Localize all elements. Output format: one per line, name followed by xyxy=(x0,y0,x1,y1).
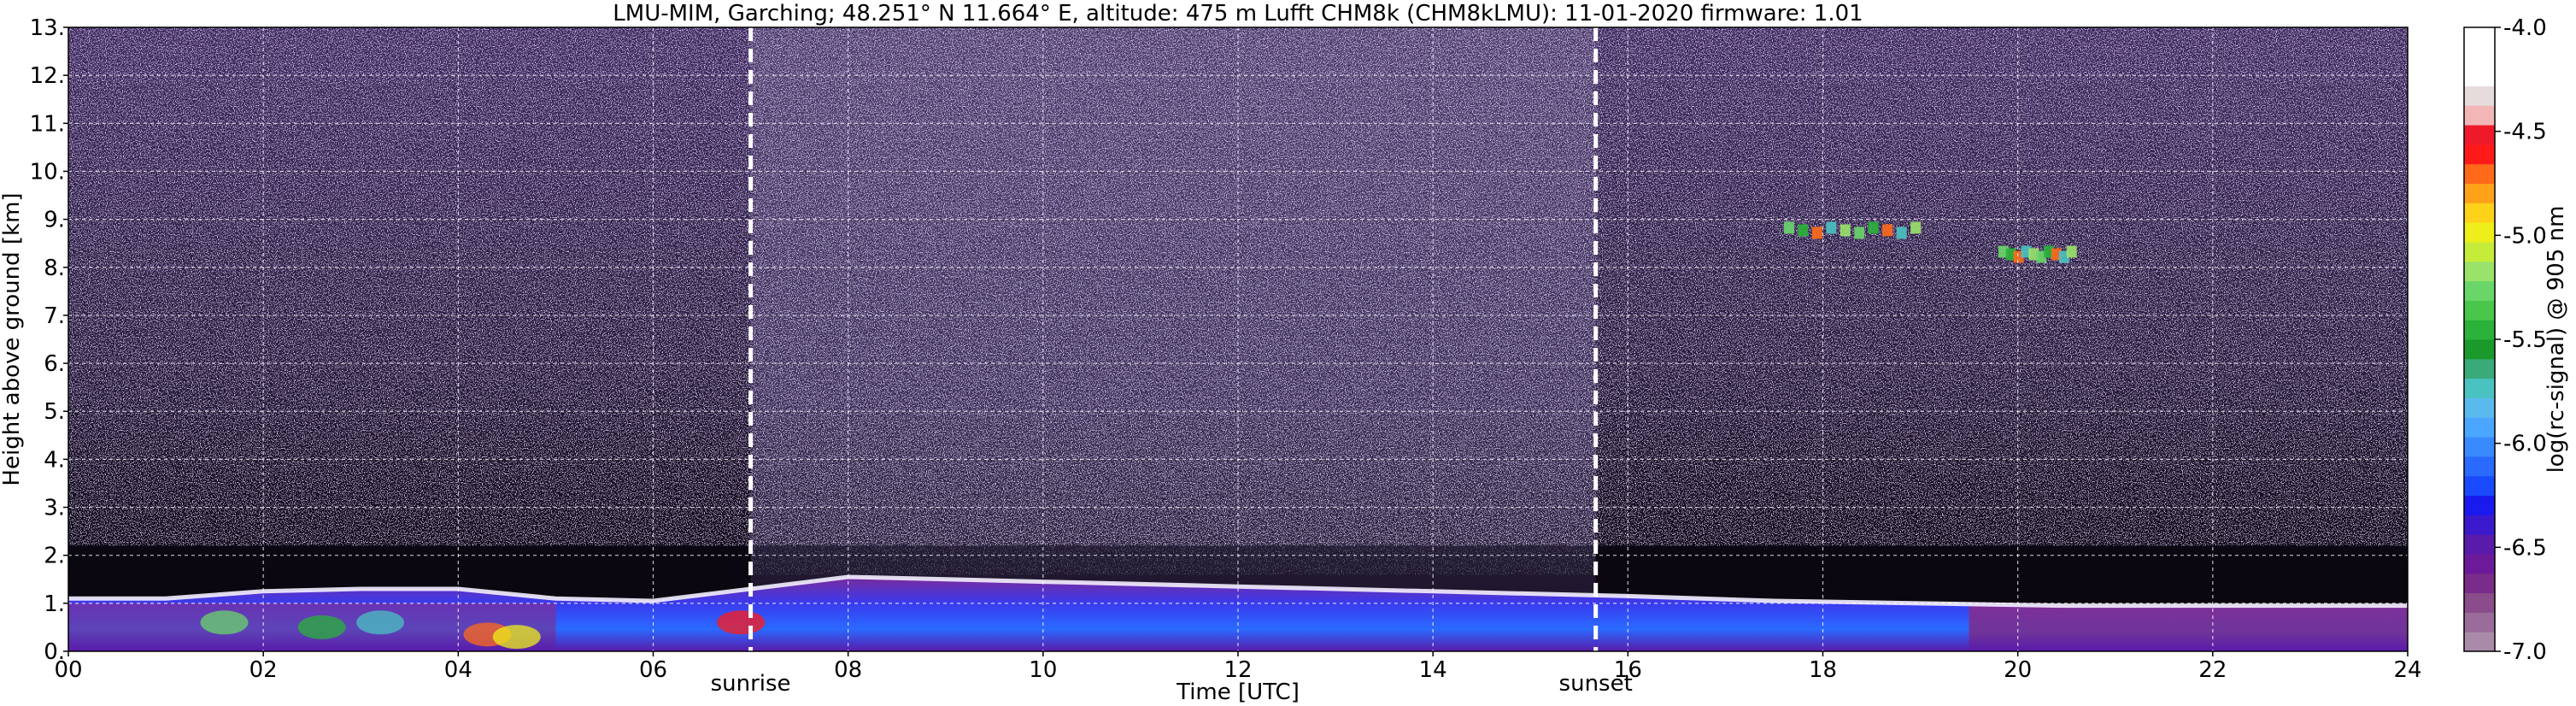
event-label-sunset: sunset xyxy=(1559,671,1633,697)
aerosol-patch xyxy=(717,610,766,635)
aerosol-patch xyxy=(492,625,541,650)
colorbar-segment xyxy=(2464,300,2495,321)
y-tick-label: 5. xyxy=(44,399,65,425)
colorbar-tick-label: -4.0 xyxy=(2503,15,2547,41)
colorbar-tick-label: -4.5 xyxy=(2503,120,2547,145)
colorbar-segment xyxy=(2464,417,2495,438)
x-tick-label: 06 xyxy=(639,657,667,683)
aerosol-patch xyxy=(297,615,346,639)
boundary-layer-fill xyxy=(68,576,2408,651)
colorbar-segment xyxy=(2464,46,2495,68)
colorbar-segment xyxy=(2464,632,2495,652)
x-tick-label: 10 xyxy=(1029,657,1057,683)
x-tick-labels: 00 02 04 06 08 10 12 14 16 18 20 22 24 xyxy=(54,651,2422,683)
colorbar-segment xyxy=(2464,378,2495,398)
colorbar-tick-labels: -7.0 -6.5 -6.0 -5.5 -5.0 -4.5 -4.0 xyxy=(2495,15,2547,665)
colorbar-segment xyxy=(2464,437,2495,457)
event-label-sunrise: sunrise xyxy=(711,671,791,697)
colorbar-segment xyxy=(2464,27,2495,48)
colorbar-segment xyxy=(2464,456,2495,477)
colorbar-segment xyxy=(2464,183,2495,203)
aerosol-patch xyxy=(200,610,249,635)
y-tick-label: 1. xyxy=(44,591,65,617)
y-tick-label: 11. xyxy=(30,111,65,137)
x-tick-label: 20 xyxy=(2004,657,2032,683)
heatmap-noise-day xyxy=(750,27,1596,575)
x-tick-label: 16 xyxy=(1614,657,1642,683)
y-tick-label: 12. xyxy=(30,63,65,89)
colorbar-segment xyxy=(2464,495,2495,515)
colorbar-segment xyxy=(2464,85,2495,106)
colorbar-segment xyxy=(2464,320,2495,340)
colorbar xyxy=(2463,26,2496,652)
colorbar-segment xyxy=(2464,203,2495,223)
y-tick-label: 0. xyxy=(44,639,65,665)
colorbar-segment xyxy=(2464,397,2495,418)
y-tick-label: 2. xyxy=(44,544,65,569)
colorbar-segment xyxy=(2464,125,2495,145)
y-tick-label: 9. xyxy=(44,208,65,233)
x-tick-label: 18 xyxy=(1809,657,1837,683)
x-tick-label: 00 xyxy=(54,657,82,683)
boundary-layer-top xyxy=(68,574,2408,609)
colorbar-segment xyxy=(2464,515,2495,535)
y-tick-label: 7. xyxy=(44,303,65,329)
y-tick-label: 6. xyxy=(44,351,65,377)
colorbar-segment xyxy=(2464,339,2495,360)
x-tick-label: 14 xyxy=(1419,657,1447,683)
colorbar-segment xyxy=(2464,222,2495,243)
colorbar-tick-label: -5.5 xyxy=(2503,327,2547,353)
cloud-signal xyxy=(1783,221,1922,239)
colorbar-segment xyxy=(2464,163,2495,184)
grid-lines xyxy=(68,27,2408,651)
y-tick-label: 4. xyxy=(44,447,65,473)
colorbar-segment xyxy=(2464,358,2495,379)
colorbar-segment xyxy=(2464,534,2495,555)
colorbar-segment xyxy=(2464,612,2495,632)
aerosol-patch xyxy=(356,610,405,635)
colorbar-segment xyxy=(2464,144,2495,165)
x-tick-label: 12 xyxy=(1223,657,1252,683)
x-axis-label: Time [UTC] xyxy=(1176,680,1300,705)
cloud-signal xyxy=(1998,245,2077,263)
chart-title: LMU-MIM, Garching; 48.251° N 11.664° E, … xyxy=(613,1,1863,26)
y-axis-label: Height above ground [km] xyxy=(0,192,25,485)
colorbar-tick-label: -6.0 xyxy=(2503,432,2547,457)
y-tick-label: 8. xyxy=(44,256,65,281)
event-labels: sunrise sunset xyxy=(711,671,1633,697)
x-tick-label: 24 xyxy=(2393,657,2421,683)
y-tick-label: 3. xyxy=(44,496,65,521)
x-tick-label: 22 xyxy=(2198,657,2227,683)
event-lines xyxy=(748,27,1599,651)
colorbar-segment xyxy=(2464,280,2495,301)
colorbar-segment xyxy=(2464,241,2495,262)
colorbar-tick-label: -6.5 xyxy=(2503,535,2547,561)
plot-area xyxy=(68,27,2408,651)
colorbar-tick-label: -7.0 xyxy=(2503,639,2547,665)
colorbar-tick-label: -5.0 xyxy=(2503,223,2547,249)
x-tick-label: 02 xyxy=(249,657,278,683)
x-tick-label: 04 xyxy=(444,657,472,683)
colorbar-segment xyxy=(2464,592,2495,613)
colorbar-segment xyxy=(2464,573,2495,594)
colorbar-segment xyxy=(2464,553,2495,574)
y-tick-label: 10. xyxy=(30,159,65,185)
colorbar-segment xyxy=(2464,105,2495,126)
y-tick-labels: 0. 1. 2. 3. 4. 5. 6. 7. 8. 9. 10. 11. 12. 13. xyxy=(30,15,68,665)
colorbar-segment xyxy=(2464,66,2495,86)
boundary-layer-night xyxy=(1969,605,2408,651)
colorbar-segment xyxy=(2464,261,2495,282)
colorbar-label: log(rc-signal) @ 905 nm xyxy=(2544,206,2569,474)
x-tick-label: 08 xyxy=(834,657,862,683)
colorbar-segment xyxy=(2464,475,2495,496)
y-tick-label: 13. xyxy=(30,15,65,41)
